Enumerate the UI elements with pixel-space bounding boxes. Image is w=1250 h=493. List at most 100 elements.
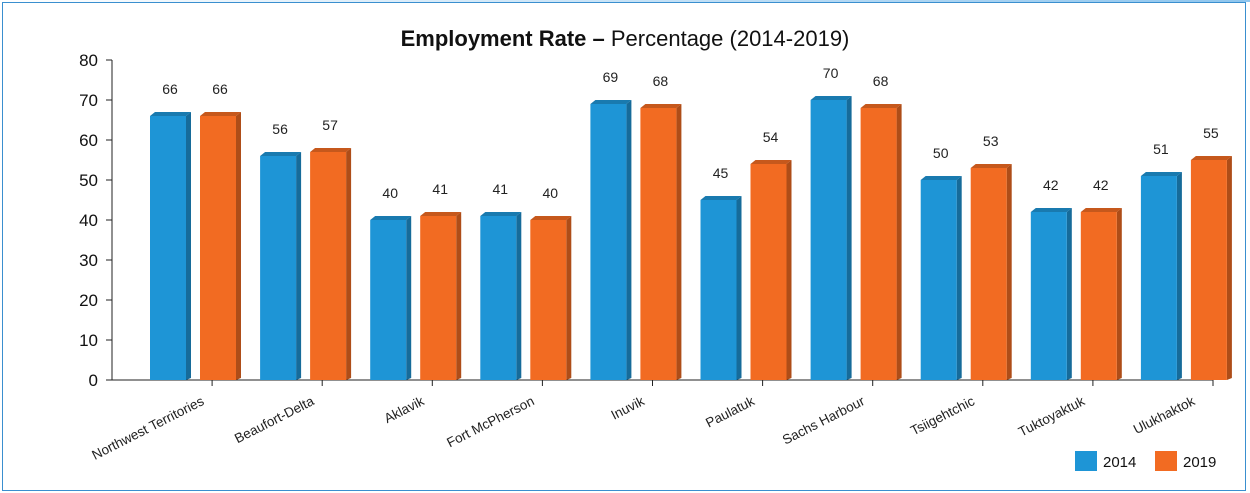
- y-tick-label: 70: [79, 91, 98, 110]
- bar-side-2014: [186, 112, 191, 380]
- bar-top-2019: [1080, 208, 1122, 212]
- y-tick-label: 80: [79, 51, 98, 70]
- bar-side-2014: [846, 96, 852, 380]
- bar-side-2014: [956, 176, 962, 380]
- bar-top-2019: [860, 104, 902, 108]
- data-label: 41: [493, 181, 509, 197]
- y-tick-label: 20: [79, 291, 98, 310]
- bar-side-2019: [346, 148, 352, 380]
- x-category-label: Ulukhaktok: [1131, 393, 1198, 437]
- legend-swatch-2014: [1075, 451, 1097, 471]
- y-tick-label: 60: [79, 131, 98, 150]
- y-tick-label: 50: [79, 171, 98, 190]
- data-label: 68: [653, 73, 669, 89]
- data-label: 40: [543, 185, 559, 201]
- bar-top-2014: [370, 216, 412, 220]
- bar-top-2019: [420, 212, 462, 216]
- bar-side-2019: [236, 112, 241, 380]
- bar-side-2019: [566, 216, 572, 380]
- bar-side-2019: [456, 212, 462, 380]
- data-label: 45: [713, 165, 729, 181]
- bar-top-2014: [920, 176, 962, 180]
- bar-side-2019: [896, 104, 902, 380]
- bar-2014: [920, 180, 957, 380]
- legend-label: 2014: [1103, 454, 1136, 471]
- data-label: 53: [983, 133, 999, 149]
- bar-top-2019: [970, 164, 1012, 168]
- data-label: 42: [1043, 177, 1059, 193]
- bar-top-2014: [1140, 172, 1182, 176]
- data-label: 70: [823, 65, 839, 81]
- bar-2014: [150, 116, 186, 380]
- bar-2014: [1140, 176, 1177, 380]
- y-tick-label: 0: [89, 371, 98, 390]
- x-category-label: Paulatuk: [703, 393, 757, 430]
- bar-2014: [590, 104, 627, 380]
- bar-2014: [810, 100, 847, 380]
- bar-top-2014: [480, 212, 522, 216]
- bar-side-2014: [1066, 208, 1072, 380]
- chart-title: Employment Rate – Percentage (2014-2019): [0, 26, 1250, 52]
- data-label: 42: [1093, 177, 1109, 193]
- bar-2014: [1030, 212, 1067, 380]
- bar-2019: [310, 152, 347, 380]
- bar-2014: [700, 200, 737, 380]
- bar-2019: [640, 108, 677, 380]
- bar-side-2014: [296, 152, 302, 380]
- bar-top-2014: [260, 152, 302, 156]
- x-category-label: Northwest Territories: [89, 393, 206, 463]
- bar-side-2014: [516, 212, 522, 380]
- data-label: 56: [272, 121, 288, 137]
- data-label: 66: [212, 81, 228, 97]
- bar-top-2019: [1190, 156, 1232, 160]
- bar-2019: [420, 216, 457, 380]
- bar-2019: [530, 220, 567, 380]
- bar-top-2014: [1030, 208, 1072, 212]
- bar-side-2014: [406, 216, 412, 380]
- bar-side-2019: [676, 104, 682, 380]
- bar-top-2014: [700, 196, 742, 200]
- bar-2014: [260, 156, 297, 380]
- bar-side-2014: [1176, 172, 1182, 380]
- data-label: 50: [933, 145, 949, 161]
- bar-2014: [370, 220, 407, 380]
- bar-2019: [1190, 160, 1227, 380]
- bar-2019: [750, 164, 787, 380]
- legend-swatch-2019: [1155, 451, 1177, 471]
- data-label: 55: [1203, 125, 1219, 141]
- data-label: 40: [382, 185, 398, 201]
- data-label: 51: [1153, 141, 1169, 157]
- chart-title-bold: Employment Rate –: [400, 26, 605, 51]
- x-category-label: Sachs Harbour: [780, 393, 867, 447]
- bar-side-2014: [736, 196, 742, 380]
- y-tick-label: 10: [79, 331, 98, 350]
- bar-top-2019: [310, 148, 352, 152]
- bar-2019: [860, 108, 897, 380]
- bar-top-2014: [150, 112, 191, 116]
- bar-2019: [1080, 212, 1117, 380]
- data-label: 68: [873, 73, 889, 89]
- x-category-label: Tsiigehtchic: [908, 393, 977, 438]
- bar-side-2019: [1226, 156, 1232, 380]
- top-border-strip: [0, 0, 1250, 2]
- data-label: 41: [432, 181, 448, 197]
- data-label: 66: [162, 81, 178, 97]
- bar-side-2014: [626, 100, 632, 380]
- data-label: 57: [322, 117, 338, 133]
- x-category-label: Inuvik: [609, 393, 647, 422]
- bar-top-2014: [810, 96, 852, 100]
- bar-2019: [200, 116, 236, 380]
- bar-top-2014: [590, 100, 632, 104]
- legend-label: 2019: [1183, 454, 1216, 471]
- bar-2019: [970, 168, 1007, 380]
- x-category-label: Beaufort-Delta: [232, 393, 317, 446]
- data-label: 54: [763, 129, 779, 145]
- bar-side-2019: [1006, 164, 1012, 380]
- bar-2014: [480, 216, 517, 380]
- x-category-label: Fort McPherson: [444, 393, 536, 450]
- x-category-label: Tuktoyaktuk: [1016, 393, 1087, 439]
- bar-side-2019: [1116, 208, 1122, 380]
- data-label: 69: [603, 69, 619, 85]
- y-tick-label: 30: [79, 251, 98, 270]
